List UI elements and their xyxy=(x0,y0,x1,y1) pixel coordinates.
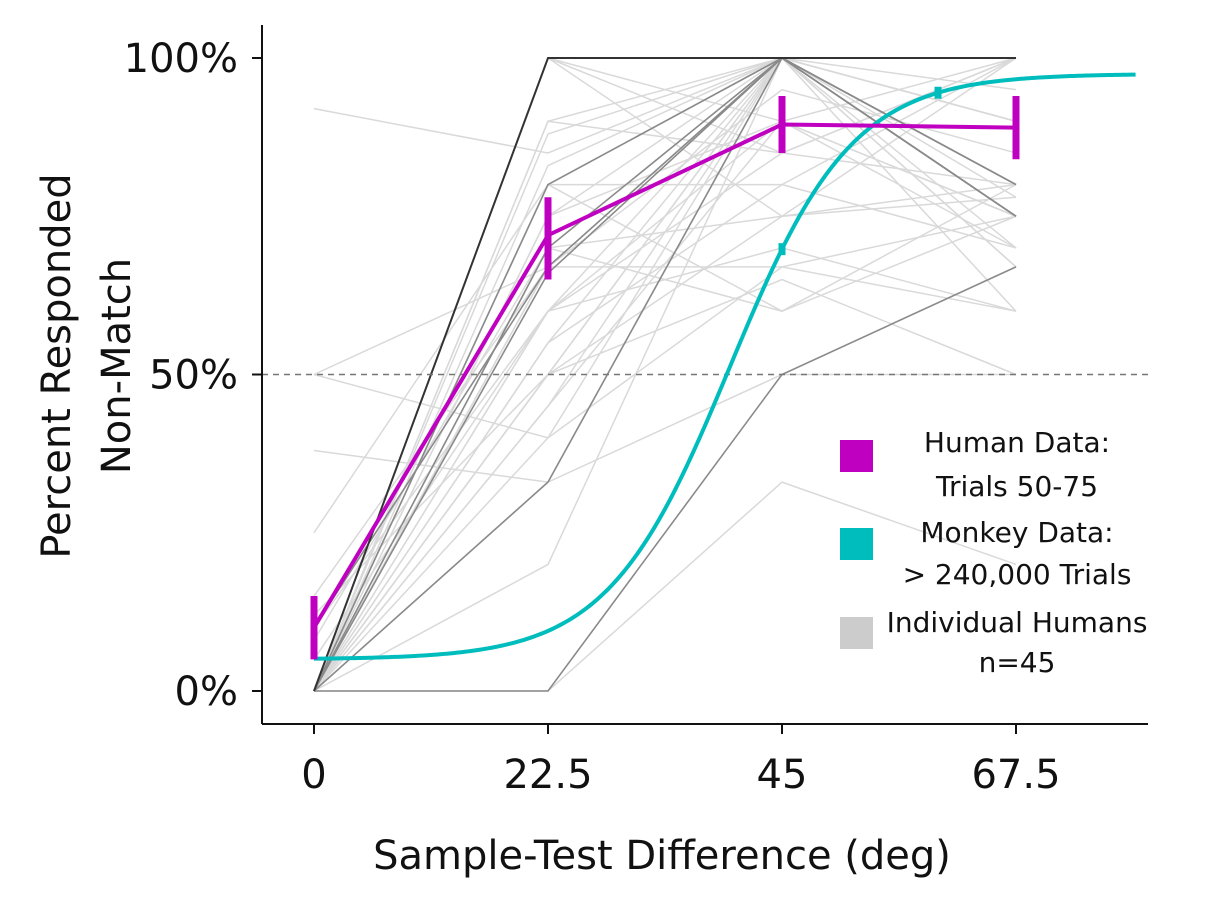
individual-human-line-5 xyxy=(313,56,1017,692)
individual-human-line-42 xyxy=(313,120,1017,692)
individual-human-line-7 xyxy=(314,266,1017,692)
legend-label-3-line-1: Individual Humans xyxy=(887,606,1148,639)
legend-label-1-line-2: Trials 50-75 xyxy=(935,470,1098,503)
x-tick-label-1: 0 xyxy=(301,752,326,798)
x-tick-label-4: 67.5 xyxy=(971,752,1060,798)
y-axis-title-line-2: Non-Match xyxy=(94,258,140,474)
individual-human-line-6 xyxy=(313,56,1017,629)
monkey-fit-curve xyxy=(313,72,1136,661)
monkey-point-2 xyxy=(934,86,942,99)
monkey-point-1 xyxy=(778,243,786,256)
y-tick-label-3: 100% xyxy=(124,36,238,82)
y-tick-label-1: 0% xyxy=(175,669,238,715)
legend-label-1-line-1: Human Data: xyxy=(924,426,1110,459)
legend-swatch-1 xyxy=(840,440,873,472)
x-ticks: 0 22.5 45 67.5 xyxy=(301,724,1061,798)
y-tick-label-2: 50% xyxy=(149,353,238,399)
x-tick-label-2: 22.5 xyxy=(503,752,592,798)
legend-swatch-2 xyxy=(840,528,873,560)
human-series xyxy=(310,95,1020,660)
x-axis-title: Sample-Test Difference (deg) xyxy=(373,833,951,879)
legend-label-3-line-2: n=45 xyxy=(979,646,1056,679)
legend-label-2-line-2: > 240,000 Trials xyxy=(903,558,1132,591)
monkey-series xyxy=(313,72,1136,661)
individual-human-line-32 xyxy=(313,266,1017,439)
human-mean-line xyxy=(312,122,1017,629)
legend-swatch-3 xyxy=(840,617,873,649)
y-axis-title-line-1: Percent Responded xyxy=(34,173,80,558)
individual-human-line-27 xyxy=(313,57,1017,629)
x-tick-label-3: 45 xyxy=(757,752,808,798)
legend-label-2-line-1: Monkey Data: xyxy=(920,516,1113,549)
y-ticks: 0% 50% 100% xyxy=(124,36,262,715)
legend: Human Data: Trials 50-75 Monkey Data: > 240… xyxy=(840,426,1147,679)
